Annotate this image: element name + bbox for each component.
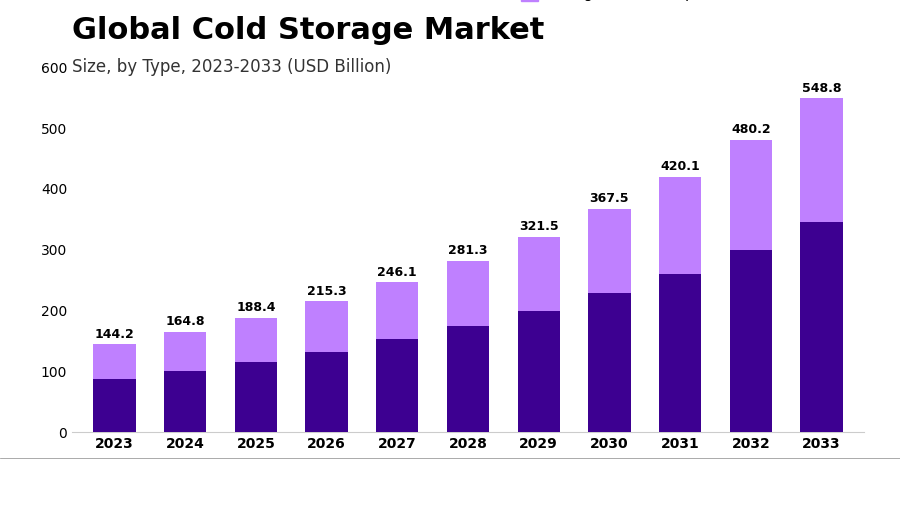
Bar	[518, 310, 560, 432]
Bar	[800, 222, 842, 432]
Bar	[730, 140, 772, 250]
Bar	[730, 250, 772, 432]
Text: 480.2: 480.2	[731, 123, 770, 136]
Text: 164.8: 164.8	[166, 315, 205, 328]
Text: The Market will Grow
At the CAGR of:: The Market will Grow At the CAGR of:	[18, 474, 177, 504]
Bar	[446, 326, 490, 432]
Bar	[164, 372, 206, 432]
Bar	[446, 261, 490, 326]
Text: 321.5: 321.5	[519, 220, 559, 233]
Bar	[235, 318, 277, 362]
Bar	[589, 294, 631, 432]
Text: 144.2: 144.2	[94, 328, 134, 341]
Text: 246.1: 246.1	[377, 266, 417, 279]
Bar	[164, 332, 206, 372]
Bar	[659, 274, 701, 432]
Text: 420.1: 420.1	[661, 160, 700, 173]
Bar	[305, 301, 347, 352]
Bar	[235, 362, 277, 432]
Legend: Refrigerated Warehouse, Refrigerated Transport: Refrigerated Warehouse, Refrigerated Tra…	[515, 0, 734, 7]
Bar	[589, 209, 631, 294]
Text: 215.3: 215.3	[307, 285, 346, 298]
Text: The Forecasted Market
Size for 2033 in USD:: The Forecasted Market Size for 2033 in U…	[297, 474, 470, 504]
Bar	[376, 282, 418, 339]
Bar	[800, 99, 842, 222]
Bar	[94, 378, 136, 432]
Text: ⟳ market.us: ⟳ market.us	[738, 480, 852, 499]
Text: 548.8: 548.8	[802, 82, 842, 95]
Bar	[518, 237, 560, 310]
Bar	[376, 339, 418, 432]
Text: 14.3%: 14.3%	[198, 475, 294, 503]
Bar	[659, 177, 701, 274]
Text: Global Cold Storage Market: Global Cold Storage Market	[72, 16, 544, 45]
Text: 548.8 Bn: 548.8 Bn	[540, 475, 679, 503]
Text: 367.5: 367.5	[590, 192, 629, 205]
Bar	[94, 345, 136, 378]
Bar	[305, 352, 347, 432]
Text: 281.3: 281.3	[448, 245, 488, 258]
Text: Size, by Type, 2023-2033 (USD Billion): Size, by Type, 2023-2033 (USD Billion)	[72, 58, 392, 76]
Text: 188.4: 188.4	[236, 301, 275, 314]
